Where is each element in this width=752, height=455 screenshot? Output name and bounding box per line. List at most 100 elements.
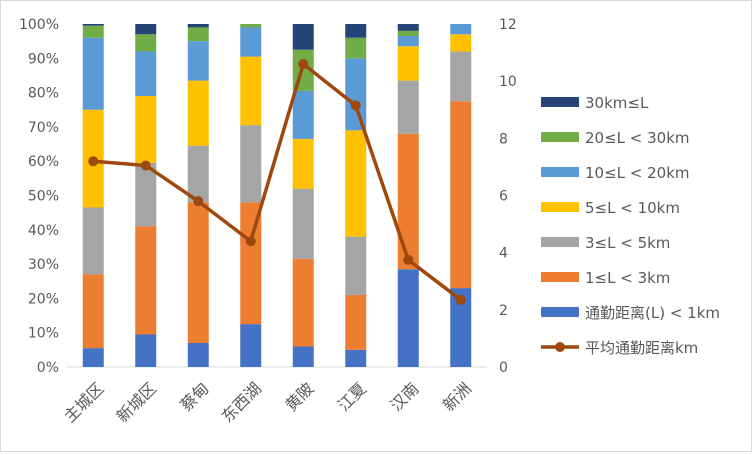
bar-segment: [345, 24, 367, 38]
bar-segment: [292, 258, 314, 347]
line-series-path: [93, 62, 462, 302]
bar-segment: [135, 24, 157, 35]
y-right-tick-label: 6: [499, 189, 508, 205]
bar-segment: [240, 125, 262, 203]
bar-segment: [240, 24, 262, 28]
legend-label: 5≤L < 10km: [585, 199, 680, 217]
bar-segment: [135, 226, 157, 335]
line-point: [88, 156, 99, 167]
bar-segment: [397, 46, 419, 81]
y-right-tick-label: 2: [499, 303, 508, 319]
bar-segment: [397, 133, 419, 270]
legend-swatch: [541, 237, 579, 247]
bar-segment: [345, 130, 367, 237]
bar-segment: [187, 41, 209, 81]
y-left-tick-label: 90%: [28, 51, 59, 67]
x-category-label: 蔡甸: [176, 379, 212, 415]
bar-segment: [345, 37, 367, 59]
bar-segment: [187, 202, 209, 343]
bar-segment: [187, 80, 209, 146]
legend-label: 1≤L < 3km: [585, 269, 670, 287]
bar-segment: [397, 36, 419, 47]
legend-label: 10≤L < 20km: [585, 164, 690, 182]
bar-segment: [82, 24, 104, 26]
y-left-tick-label: 100%: [19, 17, 59, 33]
bar-segment: [82, 348, 104, 367]
bar-segment: [450, 24, 472, 35]
y-left-tick-label: 0%: [37, 360, 59, 376]
bar-segment: [135, 51, 157, 97]
line-point: [455, 294, 466, 305]
x-category-label: 黄陂: [281, 379, 317, 415]
legend-swatch: [541, 167, 579, 177]
bar-segment: [450, 34, 472, 52]
x-category-label: 主城区: [60, 379, 107, 426]
y-left-tick-label: 30%: [28, 257, 59, 273]
bar-segment: [450, 101, 472, 289]
legend-swatch: [541, 202, 579, 212]
bar-segment: [397, 80, 419, 134]
bar-segment: [292, 188, 314, 259]
y-right-tick-label: 0: [499, 360, 508, 376]
legend-label: 30km≤L: [585, 94, 649, 112]
bar-segment: [397, 30, 419, 37]
legend-label: 20≤L < 30km: [585, 129, 690, 147]
bar-segment: [187, 27, 209, 42]
line-series-group: [88, 59, 466, 305]
y-right-tick-label: 12: [499, 17, 517, 33]
y-left-tick-label: 50%: [28, 189, 59, 205]
bar-segment: [397, 269, 419, 367]
y-left-tick-label: 20%: [28, 291, 59, 307]
line-point: [350, 100, 361, 111]
bar-segment: [345, 294, 367, 350]
bar-segment: [240, 27, 262, 57]
bar-segment: [240, 202, 262, 325]
x-category-label: 汉南: [386, 379, 422, 415]
bar-segment: [450, 288, 472, 367]
x-category-label: 新洲: [439, 379, 475, 415]
line-point: [193, 196, 204, 207]
bar-segment: [345, 349, 367, 367]
y-left-tick-label: 60%: [28, 154, 59, 170]
bar-segment: [292, 90, 314, 139]
y-left-tick-label: 40%: [28, 223, 59, 239]
legend-line-marker: [555, 342, 565, 352]
bar-segment: [135, 162, 157, 227]
legend: 30km≤L 20≤L < 30km 10≤L < 20km 5≤L < 10km 3≤…: [541, 94, 720, 357]
bar-segment: [82, 37, 104, 110]
bar-segment: [135, 334, 157, 367]
bar-segment: [82, 25, 104, 38]
bar-segment: [292, 24, 314, 50]
bar-segment: [292, 138, 314, 189]
bar-segment: [397, 24, 419, 31]
y-right-tick-label: 4: [499, 246, 508, 262]
legend-label: 通勤距离(L) < 1km: [585, 304, 720, 322]
y-left-tick-label: 70%: [28, 120, 59, 136]
y-axis-right: 0 2 4 6 8 10 12: [499, 17, 517, 376]
bar-series-group: [82, 24, 472, 367]
bar-segment: [135, 34, 157, 52]
x-category-label: 江夏: [334, 379, 370, 415]
bar-segment: [292, 346, 314, 367]
legend-swatch: [541, 307, 579, 317]
bar-segment: [187, 342, 209, 367]
x-axis: 主城区 新城区 蔡甸 东西湖 黄陂 江夏 汉南 新洲: [60, 379, 475, 426]
bar-segment: [82, 274, 104, 349]
bar-segment: [187, 145, 209, 203]
legend-swatch: [541, 272, 579, 282]
bar-segment: [240, 324, 262, 367]
x-category-label: 东西湖: [218, 379, 265, 426]
line-point: [298, 59, 309, 70]
legend-label: 平均通勤距离km: [585, 339, 698, 357]
bar-segment: [187, 24, 209, 28]
bar-segment: [240, 56, 262, 126]
line-point: [140, 160, 151, 171]
y-left-tick-label: 10%: [28, 326, 59, 342]
y-left-tick-label: 80%: [28, 86, 59, 102]
bar-segment: [135, 96, 157, 163]
bar-segment: [345, 236, 367, 295]
legend-swatch: [541, 97, 579, 107]
legend-swatch: [541, 132, 579, 142]
